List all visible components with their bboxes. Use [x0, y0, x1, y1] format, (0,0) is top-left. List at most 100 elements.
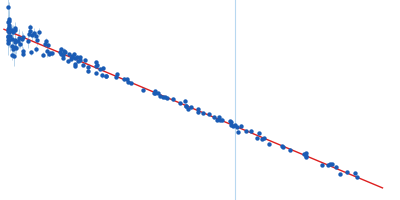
- Point: [68, 57, 74, 61]
- Point: [256, 132, 262, 135]
- Point: [12, 27, 18, 30]
- Point: [5, 41, 12, 44]
- Point: [100, 66, 106, 70]
- Point: [99, 74, 105, 77]
- Point: [266, 142, 272, 145]
- Point: [182, 104, 189, 108]
- Point: [72, 64, 79, 67]
- Point: [5, 31, 12, 34]
- Point: [49, 52, 55, 55]
- Point: [16, 37, 22, 40]
- Point: [26, 25, 33, 28]
- Point: [72, 63, 79, 66]
- Point: [113, 73, 120, 76]
- Point: [36, 30, 42, 33]
- Point: [82, 58, 88, 61]
- Point: [303, 155, 309, 158]
- Point: [5, 21, 12, 24]
- Point: [170, 97, 177, 101]
- Point: [6, 23, 12, 26]
- Point: [80, 63, 86, 66]
- Point: [195, 111, 202, 114]
- Point: [96, 67, 103, 71]
- Point: [195, 107, 201, 111]
- Point: [72, 57, 78, 60]
- Point: [302, 154, 309, 157]
- Point: [60, 53, 66, 56]
- Point: [260, 137, 267, 140]
- Point: [59, 56, 66, 59]
- Point: [280, 145, 286, 148]
- Point: [32, 34, 39, 37]
- Point: [62, 51, 68, 54]
- Point: [152, 92, 158, 95]
- Point: [40, 53, 46, 56]
- Point: [232, 124, 238, 127]
- Point: [182, 99, 188, 103]
- Point: [46, 51, 53, 54]
- Point: [217, 118, 224, 121]
- Point: [5, 6, 11, 9]
- Point: [216, 116, 222, 119]
- Point: [228, 124, 234, 127]
- Point: [12, 45, 18, 48]
- Point: [93, 60, 99, 63]
- Point: [15, 39, 22, 42]
- Point: [218, 118, 225, 121]
- Point: [74, 56, 80, 59]
- Point: [234, 130, 241, 133]
- Point: [7, 35, 13, 38]
- Point: [238, 124, 244, 127]
- Point: [228, 120, 234, 123]
- Point: [124, 81, 131, 84]
- Point: [66, 52, 72, 55]
- Point: [326, 163, 333, 166]
- Point: [344, 171, 350, 174]
- Point: [354, 176, 361, 179]
- Point: [210, 116, 217, 119]
- Point: [287, 148, 293, 151]
- Point: [188, 106, 194, 109]
- Point: [77, 59, 83, 62]
- Point: [85, 65, 91, 69]
- Point: [57, 51, 64, 54]
- Point: [247, 129, 254, 133]
- Point: [352, 172, 358, 175]
- Point: [5, 35, 11, 38]
- Point: [177, 101, 184, 104]
- Point: [329, 162, 335, 166]
- Point: [10, 55, 17, 58]
- Point: [93, 72, 99, 75]
- Point: [6, 38, 12, 41]
- Point: [69, 55, 76, 58]
- Point: [103, 74, 109, 78]
- Point: [337, 173, 343, 176]
- Point: [71, 53, 77, 56]
- Point: [234, 126, 241, 129]
- Point: [9, 37, 15, 41]
- Point: [13, 47, 20, 50]
- Point: [103, 74, 110, 77]
- Point: [9, 29, 16, 32]
- Point: [46, 52, 52, 55]
- Point: [5, 38, 11, 41]
- Point: [5, 29, 11, 32]
- Point: [12, 28, 18, 31]
- Point: [32, 47, 39, 51]
- Point: [42, 42, 48, 45]
- Point: [12, 38, 18, 42]
- Point: [185, 107, 191, 110]
- Point: [85, 69, 92, 73]
- Point: [162, 95, 168, 98]
- Point: [94, 64, 100, 67]
- Point: [163, 96, 170, 99]
- Point: [28, 34, 35, 37]
- Point: [61, 49, 68, 52]
- Point: [19, 50, 26, 53]
- Point: [93, 65, 100, 68]
- Point: [227, 120, 234, 123]
- Point: [65, 60, 71, 63]
- Point: [154, 91, 161, 94]
- Point: [302, 152, 309, 155]
- Point: [159, 96, 166, 99]
